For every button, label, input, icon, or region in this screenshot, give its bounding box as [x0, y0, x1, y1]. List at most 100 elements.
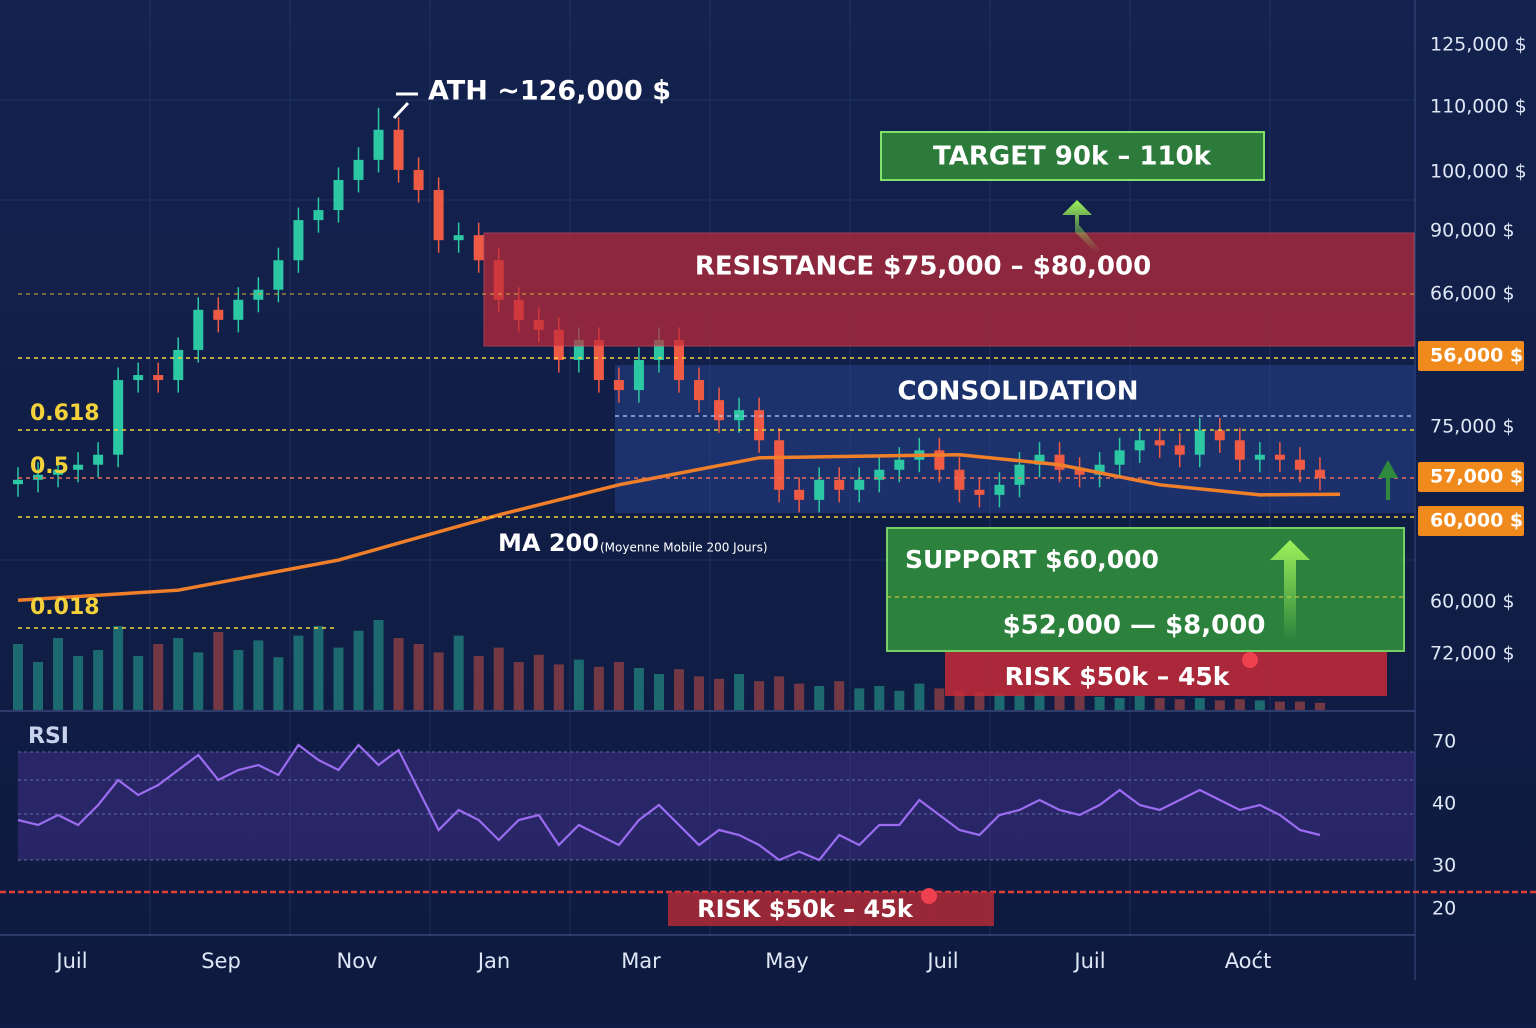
volume-bar — [633, 668, 644, 710]
y-axis-label: 60,000 $ — [1430, 510, 1523, 532]
target-box — [880, 131, 1265, 181]
y-axis-label: 125,000 $ — [1430, 34, 1527, 56]
rsi-levels — [18, 751, 1415, 861]
volume-bar — [834, 681, 845, 710]
x-axis-label: Juil — [54, 949, 87, 973]
small-arrow — [1378, 460, 1398, 500]
resistance-zone — [483, 232, 1415, 347]
volume-bar — [934, 688, 945, 710]
volume-bar — [954, 690, 965, 710]
volume-bar — [1034, 693, 1045, 710]
y-axis-label: 60,000 $ — [1430, 591, 1515, 613]
candle-body — [193, 309, 204, 350]
support-arrow — [1270, 540, 1310, 640]
rsi-risk-box — [668, 892, 994, 926]
candle-body — [293, 220, 304, 261]
rsi-axis-label: 70 — [1432, 731, 1456, 753]
risk-label: RISK $50k – 45k — [1005, 662, 1231, 691]
volume-bar — [734, 674, 745, 710]
volume-bar — [193, 652, 204, 710]
candle-body — [573, 339, 584, 360]
volume-bar — [1274, 701, 1285, 710]
volume-bar — [1254, 700, 1265, 710]
volume-bar — [353, 630, 364, 710]
volume-bar — [673, 669, 684, 710]
candle-body — [113, 380, 124, 455]
volume-bar — [653, 674, 664, 710]
price-highlight — [1418, 506, 1524, 536]
volume-bar — [113, 626, 124, 710]
volume-bar — [714, 678, 725, 710]
candle-body — [473, 235, 484, 261]
ma-label: MA 200 — [498, 529, 599, 557]
volume-bar — [1094, 696, 1105, 710]
candle-body — [393, 129, 404, 170]
target-label: TARGET 90k – 110k — [933, 142, 1212, 172]
support-range: $52,000 — $8,000 — [1003, 611, 1266, 641]
candle-body — [854, 479, 865, 490]
volume-bar — [413, 644, 424, 710]
candle-body — [213, 309, 224, 320]
y-axis-label: 66,000 $ — [1430, 283, 1515, 305]
volume-bar — [273, 657, 284, 710]
y-axis-label: 72,000 $ — [1430, 643, 1515, 665]
volume-bar — [233, 650, 244, 710]
x-axis-label: May — [765, 949, 808, 973]
candle-body — [333, 179, 344, 211]
volume-bar — [794, 683, 805, 710]
support-box — [886, 527, 1405, 652]
volume-bar — [33, 662, 44, 710]
candle-body — [1014, 464, 1025, 485]
candle-body — [754, 410, 765, 441]
volume-bar — [774, 676, 785, 710]
candle-body — [373, 129, 384, 160]
candle-body — [974, 489, 985, 495]
candle-body — [53, 469, 64, 475]
rsi-risk-label: RISK $50k – 45k — [697, 895, 914, 923]
candle-body — [653, 339, 664, 360]
candle-body — [1254, 454, 1265, 460]
candle-body — [33, 474, 44, 480]
candle-body — [994, 484, 1005, 495]
volume-bar — [1314, 702, 1325, 710]
support-label: SUPPORT $60,000 — [905, 545, 1159, 574]
candle-body — [1314, 469, 1325, 478]
candle-body — [1294, 459, 1305, 470]
x-axis-label: Juil — [1072, 949, 1105, 973]
candle-body — [774, 440, 785, 490]
candle-body — [734, 410, 745, 421]
candle-body — [894, 459, 905, 470]
volume-bar — [694, 676, 705, 710]
x-axis-label: Sep — [201, 949, 241, 973]
candle-body — [153, 375, 164, 381]
candle-body — [1214, 430, 1225, 441]
volume-bar — [473, 656, 484, 710]
rsi-axis-label: 20 — [1432, 898, 1456, 920]
volume-bar — [894, 690, 905, 710]
candle-body — [353, 159, 364, 180]
volume-bar — [754, 681, 765, 710]
volume-bar — [53, 638, 64, 710]
candle-body — [453, 235, 464, 241]
risk-box — [945, 652, 1387, 696]
volume-bar — [874, 686, 885, 710]
candle-body — [73, 464, 84, 470]
candle-body — [413, 169, 424, 190]
x-axis-label: Mar — [621, 949, 661, 973]
x-axis-label: Jan — [476, 949, 510, 973]
volume-bar — [93, 650, 104, 710]
volume-bar — [1174, 699, 1185, 710]
x-axis-label: Aoćt — [1225, 949, 1272, 973]
y-axis-label: 110,000 $ — [1430, 96, 1527, 118]
x-axis-label: Juil — [925, 949, 958, 973]
candle-body — [13, 479, 23, 485]
y-axis-label: 57,000 $ — [1430, 466, 1523, 488]
candle-body — [1114, 450, 1125, 465]
candle-body — [1054, 454, 1065, 470]
rsi-axis-label: 40 — [1432, 793, 1456, 815]
resistance-label: RESISTANCE $75,000 – $80,000 — [695, 252, 1151, 282]
ma-line — [17, 452, 1340, 602]
y-axis-label: 56,000 $ — [1430, 345, 1523, 367]
fib-label: 0.618 — [30, 401, 100, 426]
